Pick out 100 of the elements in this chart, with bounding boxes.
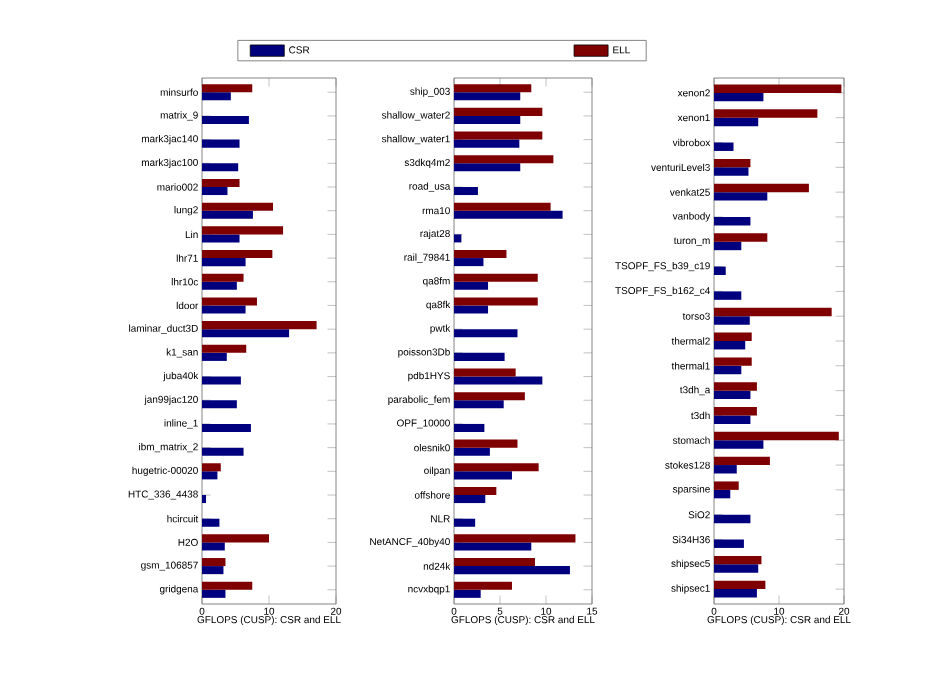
bar: [454, 566, 570, 575]
bar: [202, 376, 241, 385]
bar: [454, 234, 462, 243]
bar: [714, 382, 757, 391]
bar: [202, 534, 270, 543]
bar: [714, 92, 764, 102]
bar: [454, 186, 478, 196]
bar: [714, 589, 757, 598]
bar: [714, 316, 750, 325]
bar: [454, 84, 532, 93]
bar: [202, 226, 284, 235]
bar: [454, 115, 521, 124]
bar: [714, 233, 768, 242]
bar: [454, 155, 554, 164]
bar: [202, 542, 225, 551]
bar: [202, 258, 246, 267]
bar: [714, 332, 752, 342]
bar: [202, 329, 290, 338]
bar: [454, 400, 504, 409]
bar: [454, 589, 481, 598]
bar: [454, 534, 576, 543]
bar: [454, 258, 484, 267]
bar: [454, 329, 518, 338]
bar: [454, 210, 563, 219]
bar: [454, 495, 486, 504]
bar: [202, 186, 228, 196]
bar: [454, 281, 489, 290]
bar: [202, 471, 218, 480]
bar: [202, 352, 227, 361]
bar: [454, 202, 551, 211]
bar: [454, 368, 516, 377]
bar: [202, 321, 317, 330]
bar: [714, 192, 768, 201]
bar: [202, 344, 247, 353]
bar: [714, 341, 746, 350]
bar: [714, 415, 751, 424]
bar: [714, 109, 818, 118]
bar: [202, 178, 240, 187]
bar: [202, 210, 253, 219]
bar: [454, 273, 538, 282]
bar: [714, 183, 809, 193]
bar: [714, 481, 739, 490]
bar: [454, 297, 538, 306]
bar: [202, 589, 226, 598]
bar: [454, 305, 489, 314]
bar: [714, 307, 832, 317]
bar: [714, 291, 742, 300]
bar: [714, 167, 749, 176]
bar: [454, 439, 518, 448]
bar: [714, 440, 764, 449]
bar: [454, 107, 543, 116]
bar: [202, 400, 237, 409]
bar: [202, 566, 224, 575]
bar: [202, 163, 239, 172]
bar: [202, 84, 253, 93]
bar: [454, 463, 539, 472]
bar: [714, 514, 751, 524]
bar: [714, 84, 842, 93]
bar: [714, 465, 737, 474]
bar: [454, 163, 521, 172]
bar: [454, 581, 512, 590]
bar: [454, 250, 507, 259]
bar: [714, 365, 742, 375]
bar: [202, 281, 237, 290]
bar: [454, 376, 543, 385]
bar: [454, 392, 525, 401]
bar: [202, 305, 246, 314]
bar: [714, 456, 770, 466]
bar: [202, 581, 253, 590]
bar: [454, 558, 535, 567]
bar: [714, 564, 759, 573]
bar: [714, 142, 734, 151]
bar: [202, 115, 249, 124]
bar: [202, 447, 244, 456]
bar: [714, 158, 751, 168]
bar: [202, 558, 226, 567]
bar: [202, 273, 244, 282]
bar: [202, 202, 274, 211]
bar: [714, 390, 751, 400]
bar: [714, 489, 731, 499]
bar: [714, 580, 766, 590]
bar: [714, 241, 742, 251]
bar: [454, 542, 532, 551]
bar: [202, 234, 240, 243]
bar: [714, 117, 759, 127]
bar: [714, 407, 757, 416]
bar: [202, 297, 257, 306]
bar: [714, 555, 762, 565]
bar: [454, 352, 505, 361]
bar: [202, 463, 221, 472]
bar: [714, 539, 744, 548]
bar: [454, 447, 490, 456]
bar: [454, 486, 497, 496]
bar: [714, 431, 839, 441]
bar: [454, 92, 521, 101]
bar: [714, 216, 751, 226]
bar: [202, 518, 220, 527]
bar: [202, 250, 273, 259]
bar: [454, 423, 485, 432]
bar: [202, 139, 240, 148]
